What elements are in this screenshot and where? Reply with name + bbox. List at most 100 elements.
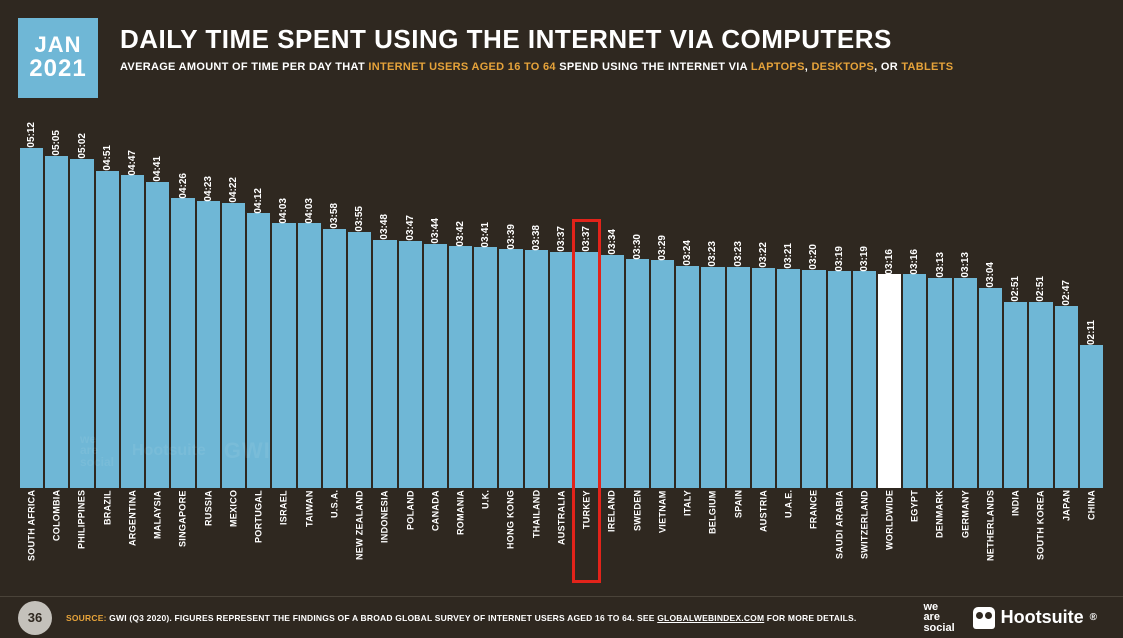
bar-label: SOUTH AFRICA [20,490,43,580]
source-text-1: GWI (Q3 2020). FIGURES REPRESENT THE FIN… [107,613,658,623]
bar [449,246,472,488]
bar-value: 02:51 [1010,272,1021,302]
bar [651,260,674,488]
bar-value: 03:16 [884,245,895,275]
bar-value: 04:26 [178,169,189,199]
bar-value: 03:37 [581,222,592,252]
bar-value: 04:03 [278,194,289,224]
bar-label: FRANCE [802,490,825,580]
bar-label: EGYPT [903,490,926,580]
date-badge: JAN 2021 [18,18,98,98]
bar [474,247,497,488]
bar [828,271,851,488]
bar [727,267,750,488]
bar [600,255,623,488]
bar-column: 02:47 [1055,118,1078,488]
bar-value: 03:22 [758,238,769,268]
bar-column: 04:12 [247,118,270,488]
bar-label: IRELAND [600,490,623,580]
bar-label: VIETNAM [651,490,674,580]
bar-label: WORLDWIDE [878,490,901,580]
bar [525,250,548,488]
bar-label: POLAND [399,490,422,580]
bar-label: MALAYSIA [146,490,169,580]
bar-value: 04:03 [304,194,315,224]
bar-value: 03:42 [455,217,466,247]
bar-label: PORTUGAL [247,490,270,580]
bar-value: 03:47 [405,211,416,241]
bar-column: 03:44 [424,118,447,488]
bar-value: 03:58 [329,199,340,229]
bar-label: U.A.E. [777,490,800,580]
bar-column: 04:47 [121,118,144,488]
date-year: 2021 [29,56,86,82]
bar [575,252,598,488]
bar [96,171,119,488]
bar-value: 04:22 [228,173,239,203]
subtitle-hl-tablets: TABLETS [901,61,953,73]
bar [272,223,295,488]
bar-column: 02:51 [1004,118,1027,488]
bar [298,223,321,488]
bar-column: 05:05 [45,118,68,488]
bar [1029,302,1052,488]
bar-label: PHILIPPINES [70,490,93,580]
bar-column: 03:13 [928,118,951,488]
bar [171,198,194,488]
bar-column: 03:34 [600,118,623,488]
bar [146,182,169,488]
bar-value: 03:37 [556,222,567,252]
bar-label: SWITZERLAND [853,490,876,580]
bar-label: SOUTH KOREA [1029,490,1052,580]
bar-label: JAPAN [1055,490,1078,580]
bar [70,159,93,488]
bar-value: 03:19 [859,242,870,272]
bar-column: 03:20 [802,118,825,488]
bar [1004,302,1027,488]
we-are-social-logo: we are social [923,602,954,633]
bar-label: AUSTRIA [752,490,775,580]
bar-column: 05:12 [20,118,43,488]
source-link: GLOBALWEBINDEX.COM [657,613,764,623]
title-block: DAILY TIME SPENT USING THE INTERNET VIA … [98,18,953,73]
bar [373,240,396,488]
page-number: 36 [18,601,52,635]
hootsuite-logo: Hootsuite® [973,607,1097,629]
bar-column: 03:29 [651,118,674,488]
bar-value: 03:24 [682,236,693,266]
bar-column: 03:13 [954,118,977,488]
bar-value: 03:19 [834,242,845,272]
source-text-2: FOR MORE DETAILS. [764,613,856,623]
bar-label: DENMARK [928,490,951,580]
bar [197,201,220,488]
bar-value: 03:13 [960,248,971,278]
bar-value: 03:13 [935,248,946,278]
bar-value: 03:29 [657,231,668,261]
bar-column: 03:41 [474,118,497,488]
bar-column: 03:22 [752,118,775,488]
bar [323,229,346,488]
bar-column: 03:38 [525,118,548,488]
bar-chart: 05:1205:0505:0204:5104:4704:4104:2604:23… [20,118,1103,488]
bar-label: CHINA [1080,490,1103,580]
bar-value: 05:12 [26,118,37,148]
bar-label: SPAIN [727,490,750,580]
bar [928,278,951,488]
bar-column: 04:26 [171,118,194,488]
bar-column: 04:51 [96,118,119,488]
bar-column: 04:03 [298,118,321,488]
bar-label: U.S.A. [323,490,346,580]
bar-value: 03:39 [506,220,517,250]
bar-value: 03:38 [531,221,542,251]
bar-label: TAIWAN [298,490,321,580]
bar-label: U.K. [474,490,497,580]
bar-column: 03:21 [777,118,800,488]
bar-value: 05:05 [51,126,62,156]
bar-label: SWEDEN [626,490,649,580]
bar-column: 03:24 [676,118,699,488]
bar-column: 03:19 [853,118,876,488]
subtitle-mid: SPEND USING THE INTERNET VIA [556,61,751,73]
bar-value: 04:41 [152,152,163,182]
hootsuite-text: Hootsuite [1001,607,1084,628]
bar-label: THAILAND [525,490,548,580]
